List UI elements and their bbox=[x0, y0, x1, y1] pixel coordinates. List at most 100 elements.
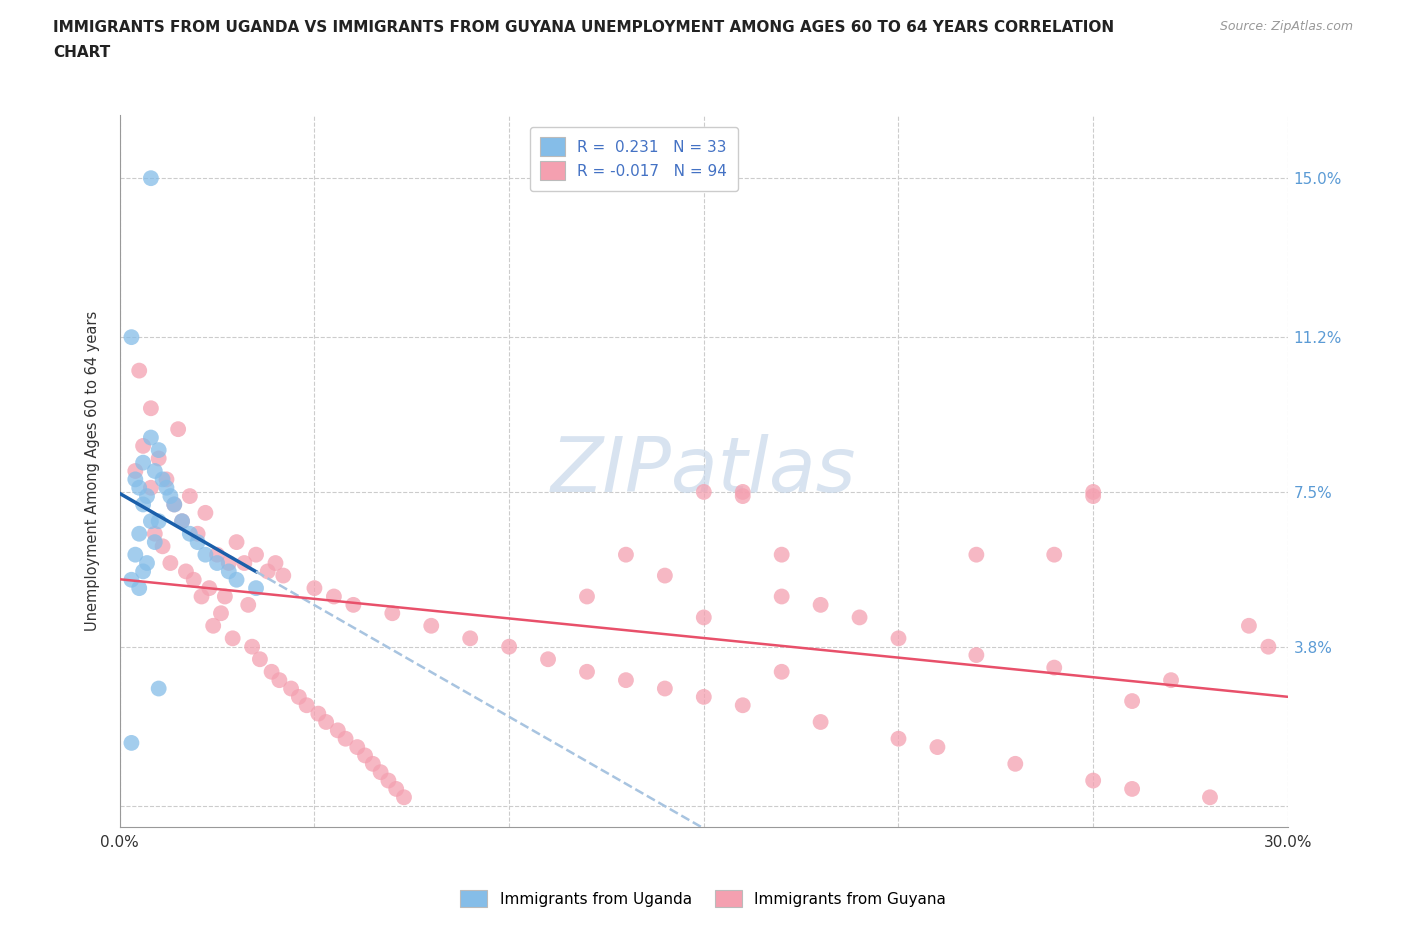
Point bbox=[225, 535, 247, 550]
Point bbox=[187, 535, 209, 550]
Point bbox=[693, 610, 716, 625]
Point bbox=[194, 505, 217, 520]
Point bbox=[1160, 672, 1182, 687]
Point bbox=[260, 664, 283, 679]
Point bbox=[654, 681, 676, 696]
Point bbox=[392, 790, 415, 804]
Point bbox=[139, 430, 162, 445]
Point bbox=[143, 463, 166, 478]
Point bbox=[335, 731, 357, 746]
Point bbox=[183, 572, 205, 587]
Point bbox=[148, 681, 170, 696]
Point bbox=[326, 723, 349, 737]
Point bbox=[307, 706, 329, 721]
Text: ZIPatlas: ZIPatlas bbox=[551, 434, 856, 508]
Point bbox=[159, 555, 181, 570]
Point bbox=[132, 438, 155, 453]
Point bbox=[139, 480, 162, 495]
Point bbox=[143, 535, 166, 550]
Point bbox=[1237, 618, 1260, 633]
Point bbox=[249, 652, 271, 667]
Point bbox=[187, 526, 209, 541]
Point bbox=[148, 513, 170, 528]
Point bbox=[693, 485, 716, 499]
Point bbox=[458, 631, 481, 645]
Point bbox=[190, 589, 212, 604]
Point bbox=[214, 589, 236, 604]
Point bbox=[120, 572, 142, 587]
Point bbox=[264, 555, 287, 570]
Point bbox=[342, 597, 364, 612]
Point bbox=[155, 480, 177, 495]
Point bbox=[179, 526, 201, 541]
Point bbox=[965, 547, 987, 562]
Point bbox=[159, 488, 181, 503]
Point bbox=[163, 497, 186, 512]
Point bbox=[205, 547, 228, 562]
Point bbox=[731, 488, 754, 503]
Point bbox=[163, 497, 186, 512]
Point bbox=[1004, 756, 1026, 771]
Point bbox=[304, 580, 326, 595]
Point bbox=[770, 664, 793, 679]
Point bbox=[128, 480, 150, 495]
Point bbox=[537, 652, 560, 667]
Point bbox=[377, 773, 399, 788]
Point bbox=[218, 555, 240, 570]
Point bbox=[354, 748, 377, 763]
Point bbox=[221, 631, 243, 645]
Point bbox=[202, 618, 225, 633]
Point bbox=[132, 455, 155, 470]
Point bbox=[132, 497, 155, 512]
Point bbox=[1043, 547, 1066, 562]
Point bbox=[965, 647, 987, 662]
Point bbox=[1257, 639, 1279, 654]
Point bbox=[152, 538, 174, 553]
Point bbox=[370, 764, 392, 779]
Y-axis label: Unemployment Among Ages 60 to 64 years: Unemployment Among Ages 60 to 64 years bbox=[86, 311, 100, 631]
Point bbox=[238, 597, 260, 612]
Point bbox=[128, 364, 150, 379]
Point bbox=[225, 572, 247, 587]
Legend: R =  0.231   N = 33, R = -0.017   N = 94: R = 0.231 N = 33, R = -0.017 N = 94 bbox=[530, 126, 738, 191]
Point bbox=[614, 672, 637, 687]
Point bbox=[385, 781, 408, 796]
Text: IMMIGRANTS FROM UGANDA VS IMMIGRANTS FROM GUYANA UNEMPLOYMENT AMONG AGES 60 TO 6: IMMIGRANTS FROM UGANDA VS IMMIGRANTS FRO… bbox=[53, 20, 1115, 35]
Point bbox=[170, 513, 193, 528]
Point bbox=[124, 463, 146, 478]
Point bbox=[136, 555, 159, 570]
Text: CHART: CHART bbox=[53, 45, 111, 60]
Point bbox=[218, 564, 240, 578]
Point bbox=[420, 618, 443, 633]
Point bbox=[322, 589, 344, 604]
Point bbox=[1083, 773, 1105, 788]
Point bbox=[245, 580, 267, 595]
Point bbox=[128, 526, 150, 541]
Point bbox=[810, 714, 832, 729]
Point bbox=[124, 472, 146, 486]
Point bbox=[124, 547, 146, 562]
Point bbox=[179, 488, 201, 503]
Point bbox=[288, 689, 311, 704]
Text: Source: ZipAtlas.com: Source: ZipAtlas.com bbox=[1219, 20, 1353, 33]
Point bbox=[128, 580, 150, 595]
Point bbox=[139, 171, 162, 186]
Point bbox=[346, 739, 368, 754]
Point bbox=[148, 451, 170, 466]
Point bbox=[233, 555, 256, 570]
Point bbox=[614, 547, 637, 562]
Point bbox=[927, 739, 949, 754]
Point bbox=[295, 698, 318, 712]
Point bbox=[770, 547, 793, 562]
Point bbox=[194, 547, 217, 562]
Point bbox=[361, 756, 384, 771]
Point bbox=[155, 472, 177, 486]
Point bbox=[770, 589, 793, 604]
Point bbox=[315, 714, 337, 729]
Point bbox=[575, 589, 598, 604]
Point bbox=[1121, 694, 1143, 709]
Point bbox=[136, 488, 159, 503]
Point bbox=[240, 639, 263, 654]
Point bbox=[1043, 660, 1066, 675]
Point bbox=[143, 526, 166, 541]
